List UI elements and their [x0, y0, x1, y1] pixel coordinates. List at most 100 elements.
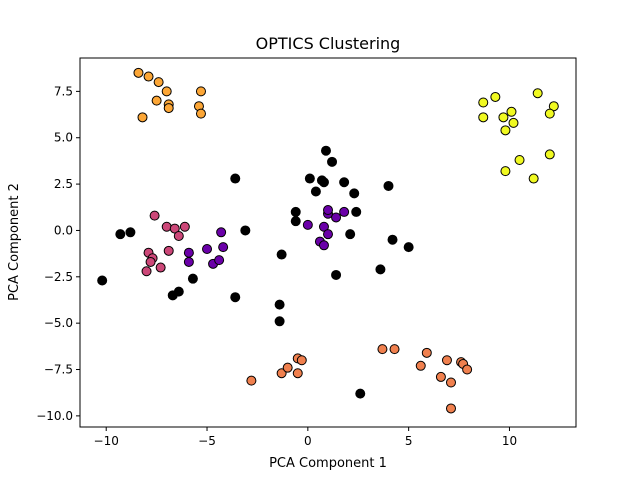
data-point — [375, 264, 386, 275]
axis-ticks: −10 −5 0 5 10 −10.0 −7.5 −5.0 −2.5 0.0 2.5 5.0 7.5 — [36, 84, 517, 448]
data-point — [187, 273, 198, 284]
data-point — [290, 206, 301, 217]
data-point — [230, 292, 241, 303]
data-point — [445, 377, 456, 388]
data-point — [320, 145, 331, 156]
y-tick-label: −7.5 — [44, 363, 73, 377]
data-point — [97, 275, 108, 286]
x-axis-label: PCA Component 1 — [269, 456, 387, 471]
data-point — [173, 231, 184, 242]
data-point — [532, 88, 543, 99]
data-point — [214, 255, 225, 266]
data-point — [290, 216, 301, 227]
data-point — [355, 388, 366, 399]
data-point — [377, 344, 388, 355]
data-point — [387, 234, 398, 245]
data-point — [421, 347, 432, 358]
data-point — [141, 266, 152, 277]
data-point — [508, 117, 519, 128]
data-point — [173, 286, 184, 297]
data-point — [462, 364, 473, 375]
data-point — [415, 360, 426, 371]
y-tick-label: −5.0 — [44, 316, 73, 330]
data-point — [155, 262, 166, 273]
data-point — [137, 112, 148, 123]
data-point — [310, 186, 321, 197]
data-point — [218, 242, 229, 253]
data-point — [296, 355, 307, 366]
data-point — [179, 221, 190, 232]
data-point — [115, 229, 126, 240]
data-point — [240, 225, 251, 236]
data-point — [323, 229, 333, 240]
data-point — [151, 95, 162, 106]
plot-frame — [79, 57, 577, 428]
x-tick-label: 5 — [405, 434, 413, 448]
x-tick-label: 0 — [304, 434, 312, 448]
data-point — [514, 154, 525, 165]
data-point — [327, 156, 338, 167]
data-point — [498, 112, 509, 123]
y-tick-label: 5.0 — [54, 131, 73, 145]
y-tick-label: −10.0 — [36, 409, 73, 423]
data-point — [331, 269, 342, 280]
data-point — [125, 227, 136, 238]
data-point — [345, 229, 356, 240]
data-point — [544, 108, 555, 119]
data-point — [195, 86, 206, 97]
data-point — [230, 173, 241, 184]
data-point — [195, 108, 206, 119]
data-point — [153, 77, 164, 88]
y-axis-label: PCA Component 2 — [7, 183, 22, 301]
y-tick-label: −2.5 — [44, 270, 73, 284]
data-point — [163, 245, 174, 256]
data-point — [276, 368, 287, 379]
data-point — [161, 221, 172, 232]
y-tick-label: 0.0 — [54, 223, 73, 237]
data-point — [145, 256, 156, 267]
data-point — [276, 249, 287, 260]
y-tick-label: 7.5 — [54, 84, 73, 98]
x-tick-label: 10 — [502, 434, 517, 448]
data-point — [133, 67, 144, 78]
chart-title: OPTICS Clustering — [256, 34, 401, 53]
data-point — [339, 206, 350, 217]
data-point — [349, 188, 360, 199]
data-points — [97, 67, 559, 414]
data-point — [302, 219, 313, 230]
data-point — [500, 125, 511, 136]
data-point — [441, 355, 452, 366]
data-point — [282, 362, 293, 373]
data-point — [506, 106, 517, 117]
data-point — [318, 177, 329, 188]
data-point — [161, 86, 172, 97]
data-point — [435, 371, 446, 382]
data-point — [318, 240, 329, 251]
data-point — [304, 173, 315, 184]
data-point — [528, 173, 539, 184]
data-point — [403, 242, 414, 253]
data-point — [274, 316, 285, 327]
data-point — [383, 180, 394, 191]
data-point — [149, 210, 160, 221]
data-point — [500, 166, 511, 177]
data-point — [351, 206, 362, 217]
data-point — [274, 299, 285, 310]
x-tick-label: −10 — [94, 434, 119, 448]
x-tick-label: −5 — [198, 434, 216, 448]
data-point — [544, 149, 555, 160]
data-point — [246, 375, 257, 386]
data-point — [292, 368, 303, 379]
data-point — [183, 247, 194, 258]
data-point — [478, 112, 489, 123]
data-point — [183, 256, 194, 267]
data-point — [445, 403, 456, 414]
data-point — [478, 97, 489, 108]
data-point — [339, 177, 350, 188]
data-point — [202, 243, 213, 254]
y-tick-label: 2.5 — [54, 177, 73, 191]
data-point — [216, 227, 227, 238]
data-point — [163, 103, 174, 114]
data-point — [490, 91, 501, 102]
